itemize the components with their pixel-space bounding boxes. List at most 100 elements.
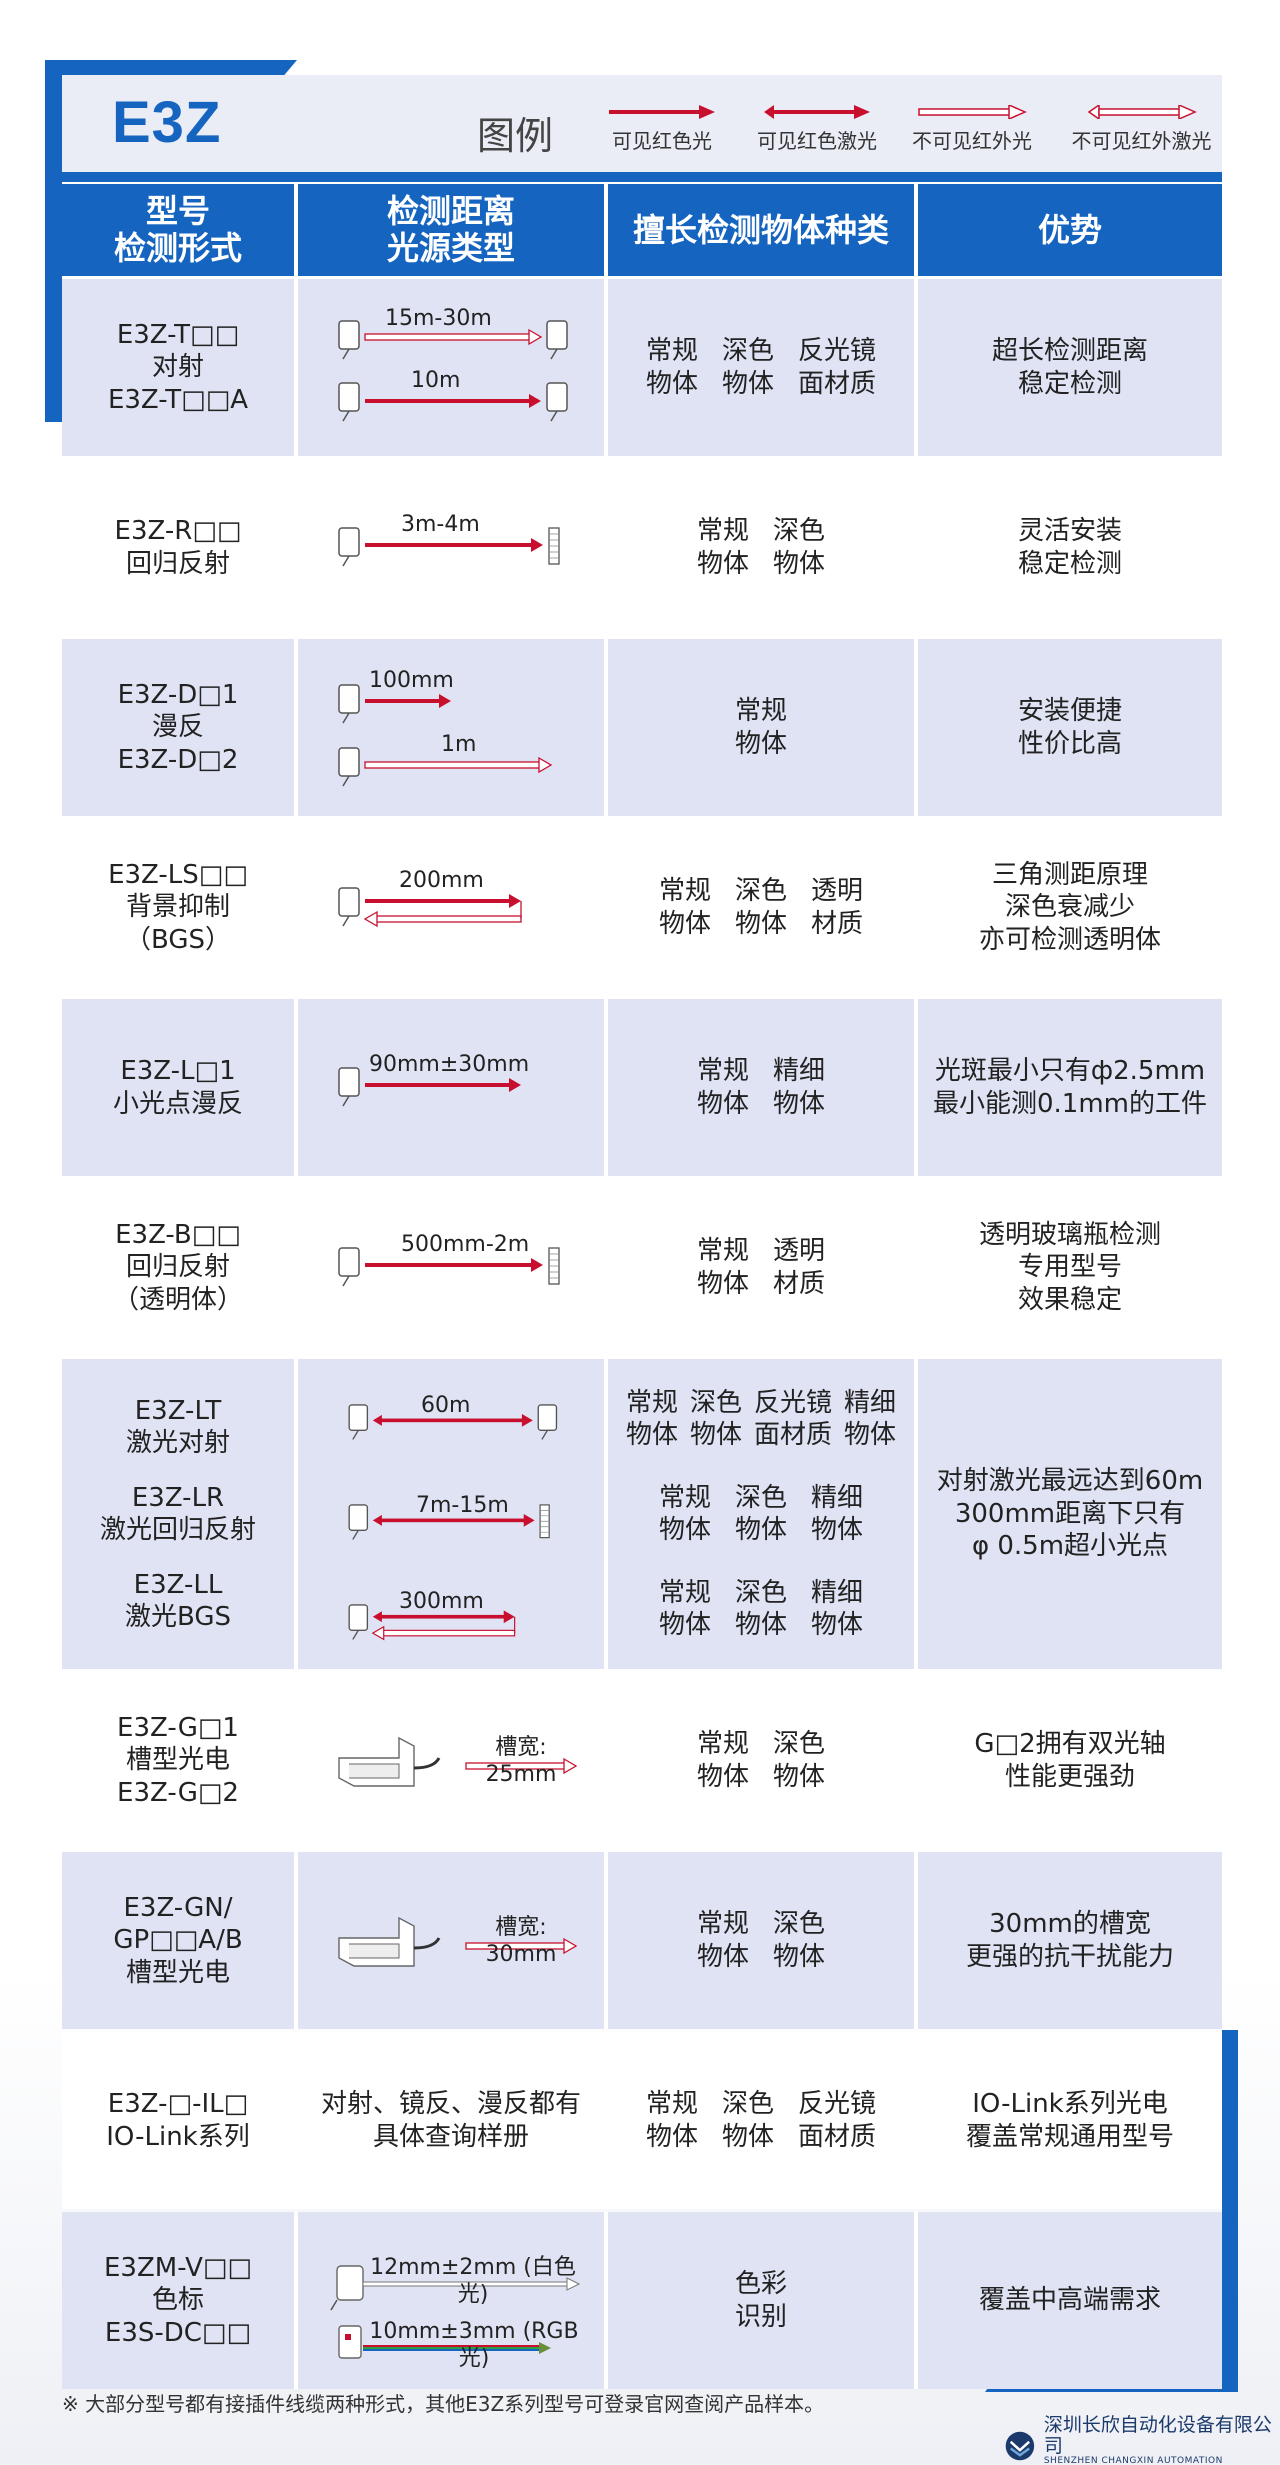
- object-kind-item: 常规 物体: [735, 695, 787, 760]
- sensor-icon: [338, 1066, 360, 1106]
- object-kind: 常规: [696, 1236, 749, 1266]
- column-header-kinds: 擅长检测物体种类: [608, 184, 914, 276]
- advantage-cell: IO-Link系列光电 覆盖常规通用型号: [918, 2032, 1222, 2209]
- object-kind-item: 精细 物体: [811, 1482, 863, 1547]
- brand-title: E3Z: [112, 90, 222, 155]
- column-separator: [294, 279, 298, 456]
- object-kind: 深色: [689, 1387, 742, 1418]
- column-separator: [294, 639, 298, 816]
- object-kind-item: 色彩 识别: [735, 2268, 787, 2333]
- distance-diagram: 90mm±30mm: [321, 1013, 581, 1163]
- object-kinds: 色彩 识别: [735, 2268, 787, 2333]
- object-kind-sub: 物体: [734, 728, 787, 759]
- distance-label: 1m: [441, 731, 477, 757]
- column-separator: [604, 459, 608, 636]
- advantage-label: 安装便捷 性价比高: [1017, 696, 1122, 759]
- distance-cell: 槽宽: 30mm: [298, 1852, 604, 2029]
- distance-diagram: 100mm 1m: [321, 653, 581, 803]
- object-kind: 常规: [645, 336, 698, 366]
- distance-label: 10m: [411, 367, 461, 393]
- kinds-cell: 常规 物体 深色 物体 反光镜 面材质: [608, 2032, 914, 2209]
- distance-label: 100mm: [369, 667, 454, 693]
- column-separator: [914, 1359, 918, 1669]
- object-kind-sub: 面材质: [798, 2121, 877, 2152]
- distance-label: 60m: [421, 1393, 471, 1418]
- model-label: E3Z-LS□□ 背景抑制 （BGS）: [108, 859, 248, 955]
- advantage-cell: 安装便捷 性价比高: [918, 639, 1222, 816]
- advantage-label: 覆盖中高端需求: [978, 2285, 1161, 2316]
- model-cell: E3Z-D□1 漫反 E3Z-D□2: [62, 639, 294, 816]
- model-cell: E3Z-G□1 槽型光电 E3Z-G□2: [62, 1672, 294, 1849]
- sensor-icon: [338, 1246, 360, 1286]
- distance-label: 12mm±2mm (白色光): [370, 2254, 576, 2308]
- company-logo-icon: [1005, 2431, 1035, 2461]
- advantage-cell: 灵活安装 稳定检测: [918, 459, 1222, 636]
- object-kind-sub: 物体: [773, 1761, 826, 1792]
- sensor-icon: [338, 526, 360, 566]
- sensor-icon: [338, 683, 360, 723]
- infrared-laser-arrow-icon: [1087, 105, 1197, 119]
- object-kind-item: 精细 物体: [844, 1387, 896, 1452]
- object-kind-sub: 物体: [844, 1420, 897, 1450]
- model-label: E3Z-LL 激光BGS: [124, 1569, 232, 1633]
- column-header-advantage: 优势: [918, 184, 1222, 276]
- distance-diagram: 12mm±2mm (白色光) 10mm±3mm (RGB光): [321, 2226, 581, 2376]
- model-cell: E3Z-R□□ 回归反射: [62, 459, 294, 636]
- object-kind-item: 透明 材质: [811, 875, 863, 940]
- spec-table: 型号 检测形式 检测距离 光源类型 擅长检测物体种类 优势 E3Z-T□□ 对射…: [62, 184, 1222, 2389]
- red-light-arrow-icon: [609, 105, 715, 119]
- distance-label: 7m-15m: [416, 1493, 509, 1518]
- advantage-cell: 光斑最小只有ф2.5mm 最小能测0.1mm的工件: [918, 999, 1222, 1176]
- object-kind-sub: 物体: [811, 1610, 864, 1640]
- object-kinds: 常规 物体 深色 物体 精细 物体: [659, 1482, 863, 1547]
- object-kind-item: 深色 物体: [735, 1482, 787, 1547]
- column-separator: [914, 1179, 918, 1356]
- object-kind-sub: 物体: [773, 1088, 826, 1119]
- object-kind: 深色: [773, 516, 826, 546]
- company-name: 深圳长欣自动化设备有限公司 SHENZHEN CHANGXIN AUTOMATI…: [1044, 2415, 1280, 2465]
- model-label: E3ZM-V□□ 色标 E3S-DC□□: [104, 2252, 252, 2348]
- object-kind-item: 常规 物体: [697, 1728, 749, 1793]
- column-separator: [604, 639, 608, 816]
- object-kind-item: 常规 物体: [697, 1908, 749, 1973]
- object-kind: 常规: [734, 696, 787, 726]
- frame-corner-right: [1222, 2030, 1238, 2392]
- distance-cell: 60m 7m-15m 300mm: [298, 1359, 604, 1669]
- column-separator: [294, 999, 298, 1176]
- object-kind-sub: 物体: [696, 1088, 749, 1119]
- column-separator: [914, 819, 918, 996]
- model-label: E3Z-T□□ 对射 E3Z-T□□A: [107, 319, 249, 415]
- legend-item-infrared: 不可见红外光: [897, 105, 1047, 154]
- advantage-label: G□2拥有双光轴 性能更强劲: [974, 1729, 1166, 1792]
- distance-cell: 对射、镜反、漫反都有 具体查询样册: [298, 2032, 604, 2209]
- distance-label: 300mm: [399, 1589, 484, 1614]
- column-separator: [914, 2212, 918, 2389]
- column-separator: [604, 819, 608, 996]
- object-kind-item: 常规 物体: [697, 1055, 749, 1120]
- column-separator: [914, 184, 918, 276]
- object-kind-item: 深色 物体: [722, 335, 774, 400]
- footnote: ※ 大部分型号都有接插件线缆两种形式，其他E3Z系列型号可登录官网查阅产品样本。: [62, 2392, 825, 2416]
- kinds-cell: 常规 物体 精细 物体: [608, 999, 914, 1176]
- object-kind: 常规: [696, 1909, 749, 1939]
- distance-label: 200mm: [399, 867, 484, 893]
- receiver-icon: [546, 381, 568, 421]
- object-kinds: 常规 物体 深色 物体 反光镜 面材质 精细 物体: [626, 1387, 896, 1452]
- object-kinds: 常规 物体 深色 物体: [697, 1728, 825, 1793]
- legend-title: 图例: [477, 114, 554, 158]
- object-kind-sub: 物体: [721, 2121, 774, 2152]
- model-label: E3Z-L□1 小光点漫反: [112, 1056, 243, 1119]
- distance-label: 3m-4m: [401, 511, 480, 537]
- slot-sensor-icon: [338, 1916, 441, 1967]
- object-kind-item: 常规 物体: [659, 875, 711, 940]
- column-separator: [604, 1672, 608, 1849]
- column-header-distance: 检测距离 光源类型: [298, 184, 604, 276]
- object-kind-sub: 识别: [734, 2301, 787, 2332]
- legend-item-red-laser: 可见红色激光: [742, 105, 892, 154]
- distance-diagram: 7m-15m: [321, 1464, 581, 1564]
- object-kind-sub: 物体: [773, 1941, 826, 1972]
- object-kind-item: 透明 材质: [773, 1235, 825, 1300]
- column-header-model: 型号 检测形式: [62, 184, 294, 276]
- frame-corner-left: [45, 60, 62, 422]
- object-kinds: 常规 物体 深色 物体 精细 物体: [659, 1577, 863, 1642]
